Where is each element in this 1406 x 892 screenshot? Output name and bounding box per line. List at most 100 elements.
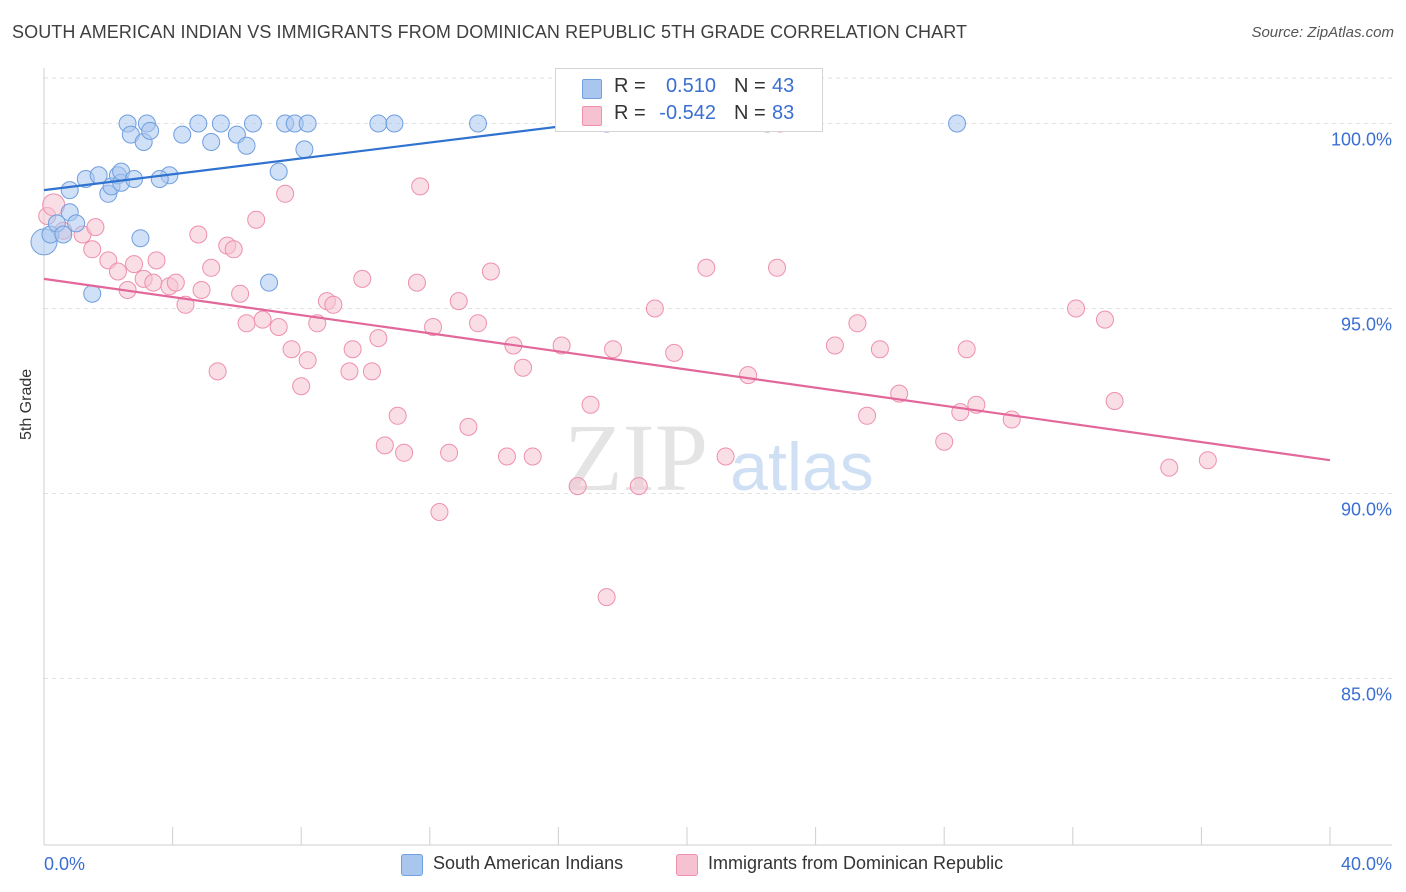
n-value: 43 (772, 75, 795, 97)
pink-point (424, 318, 443, 336)
pink-point (388, 406, 407, 425)
pink-point (369, 329, 388, 348)
watermark-zip: ZIP (564, 404, 708, 511)
pink-point (514, 358, 533, 377)
pink-point (147, 251, 166, 270)
y-tick-label: 90.0% (1341, 500, 1392, 520)
pink-point (665, 343, 684, 362)
tick-labels: 85.0% 90.0% 95.0% 100.0% 0.0% 40.0% (44, 130, 1392, 875)
pink-swatch (582, 106, 602, 126)
pink-point (375, 436, 394, 455)
pink-point (870, 340, 889, 359)
pink-point (957, 340, 976, 359)
blue-point (298, 114, 317, 133)
pink-point (581, 395, 600, 414)
blue-point (60, 181, 79, 200)
y-tick-label: 95.0% (1341, 315, 1392, 335)
pink-point (1198, 451, 1217, 470)
pink-point (237, 314, 256, 333)
blue-point (211, 114, 230, 133)
y-axis-label: 5th Grade (18, 368, 35, 440)
pink-point (253, 310, 272, 329)
blue-point (54, 225, 73, 244)
pink-point (340, 362, 359, 381)
pink-point (202, 258, 221, 277)
r-label: R = (614, 75, 646, 97)
source-credit: Source: ZipAtlas.com (1251, 24, 1394, 41)
series-immigrants-dominican-republic (38, 114, 1217, 607)
pink-point (597, 588, 616, 607)
pink-point (166, 273, 185, 292)
x-tick-label: 0.0% (44, 854, 85, 874)
blue-point (295, 140, 314, 159)
pink-point (768, 258, 787, 277)
series-south-american-indians (30, 114, 967, 303)
pink-point (935, 432, 954, 451)
chart-title: SOUTH AMERICAN INDIAN VS IMMIGRANTS FROM… (12, 22, 968, 42)
pink-point (269, 318, 288, 336)
blue-point (260, 273, 279, 292)
pink-point (449, 292, 468, 311)
trend-line-pink (43, 277, 1331, 462)
blue-swatch (582, 79, 602, 99)
pink-point (292, 377, 311, 396)
stats-legend: R = 0.510 N = 43 R = -0.542 N = 83 (555, 68, 823, 132)
pink-point (282, 340, 301, 359)
pink-point (1067, 299, 1086, 318)
r-value: -0.542 (659, 102, 716, 124)
blue-point (243, 114, 262, 133)
pink-point (276, 184, 295, 203)
blue-point (469, 114, 488, 133)
blue-point (369, 114, 388, 133)
pink-point (739, 366, 758, 385)
r-label: R = (614, 102, 646, 124)
axes (43, 68, 1392, 846)
pink-point (298, 351, 317, 370)
pink-point (324, 295, 343, 314)
pink-point (848, 314, 867, 333)
pink-point (430, 503, 449, 521)
pink-point (125, 255, 144, 274)
pink-point (604, 340, 623, 359)
y-tick-label: 100.0% (1331, 130, 1392, 150)
blue-point (189, 114, 208, 133)
pink-point (568, 477, 587, 496)
r-value: 0.510 (665, 75, 716, 97)
pink-point (858, 406, 877, 425)
pink-point (231, 284, 250, 303)
blue-point (173, 125, 192, 144)
pink-point (189, 225, 208, 244)
n-value: 83 (772, 102, 795, 124)
pink-point (697, 258, 716, 277)
pink-point (108, 262, 127, 281)
x-tick-label: 40.0% (1341, 854, 1392, 874)
n-label: N = (734, 102, 766, 124)
watermark-atlas: atlas (730, 429, 874, 505)
grid-lines (44, 77, 1392, 679)
pink-point (247, 210, 266, 229)
legend-label: Immigrants from Dominican Republic (708, 853, 1004, 873)
pink-point (86, 218, 105, 237)
pink-point (459, 417, 478, 436)
pink-point (395, 443, 414, 462)
pink-point (497, 447, 516, 466)
pink-point (144, 273, 163, 292)
pink-point (208, 362, 227, 381)
blue-swatch (401, 854, 423, 876)
blue-point (131, 229, 150, 248)
blue-point (269, 162, 288, 181)
blue-point (150, 170, 169, 188)
blue-point (202, 133, 221, 151)
pink-point (1105, 392, 1124, 410)
pink-point (343, 340, 362, 359)
legend-label: South American Indians (433, 853, 624, 873)
pink-point (629, 477, 648, 496)
pink-point (481, 262, 500, 281)
pink-point (552, 336, 571, 355)
pink-point (716, 447, 735, 466)
n-label: N = (734, 75, 766, 97)
pink-point (440, 443, 459, 462)
blue-point (141, 121, 160, 140)
pink-point (1160, 458, 1179, 477)
